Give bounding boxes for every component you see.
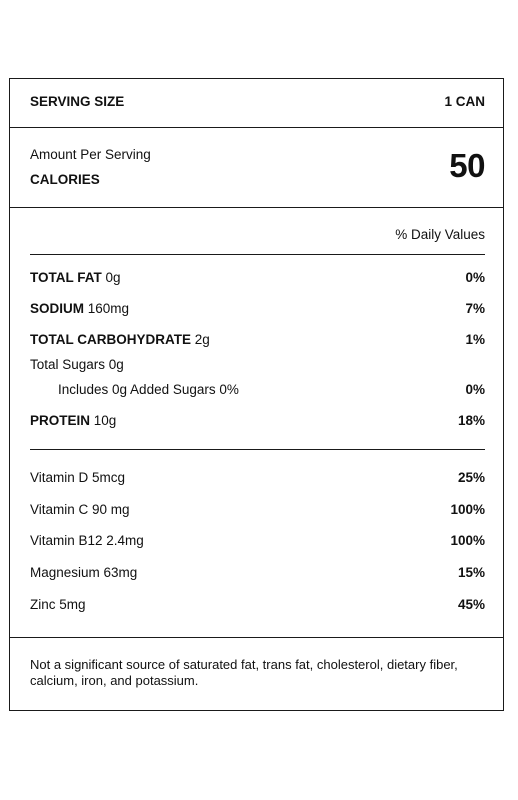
nutrient-dv: 7% <box>465 301 485 316</box>
divider-calories <box>10 207 503 208</box>
nutrient-dv: 1% <box>465 332 485 347</box>
calories-value: 50 <box>449 147 485 184</box>
nutrient-amount: 0g <box>105 270 121 285</box>
divider-footnote <box>10 637 503 638</box>
vitamin-dv: 45% <box>457 597 485 612</box>
divider-serving <box>10 127 503 128</box>
nutrient-name: TOTAL CARBOHYDRATE <box>30 332 191 347</box>
nutrient-amount: 160mg <box>87 301 130 316</box>
vitamin-dv: 15% <box>457 565 485 580</box>
vitamin-dv: 25% <box>457 470 485 485</box>
nutrient-name: SODIUM <box>30 301 84 316</box>
nutrient-name: Includes 0g Added Sugars 0% <box>58 382 239 397</box>
divider-vitamins <box>30 449 485 450</box>
nutrition-facts-panel: SERVING SIZE 1 CAN Amount Per Serving CA… <box>9 78 504 711</box>
divider-dv-header <box>30 254 485 255</box>
serving-size-label: SERVING SIZE <box>30 94 125 109</box>
nutrient-amount: 2g <box>194 332 210 347</box>
nutrient-dv: 0% <box>465 270 485 285</box>
vitamin-name: Magnesium 63mg <box>30 565 138 580</box>
vitamin-dv: 100% <box>450 502 485 517</box>
nutrient-name: TOTAL FAT <box>30 270 102 285</box>
vitamin-name: Zinc 5mg <box>30 597 86 612</box>
nutrient-name: PROTEIN <box>30 413 91 428</box>
nutrient-name: Total Sugars 0g <box>30 357 124 372</box>
vitamin-dv: 100% <box>450 533 485 548</box>
vitamin-name: Vitamin C 90 mg <box>30 502 130 517</box>
vitamin-name: Vitamin B12 2.4mg <box>30 533 144 548</box>
nutrient-amount: 10g <box>93 413 117 428</box>
serving-size-value: 1 CAN <box>444 94 485 109</box>
footnote-text: Not a significant source of saturated fa… <box>30 657 458 688</box>
nutrient-dv: 0% <box>465 382 485 397</box>
vitamin-name: Vitamin D 5mcg <box>30 470 126 485</box>
amount-per-serving-label: Amount Per Serving <box>30 147 151 162</box>
nutrient-dv: 18% <box>457 413 485 428</box>
calories-label: CALORIES <box>30 172 100 187</box>
daily-values-header: % Daily Values <box>395 227 485 242</box>
